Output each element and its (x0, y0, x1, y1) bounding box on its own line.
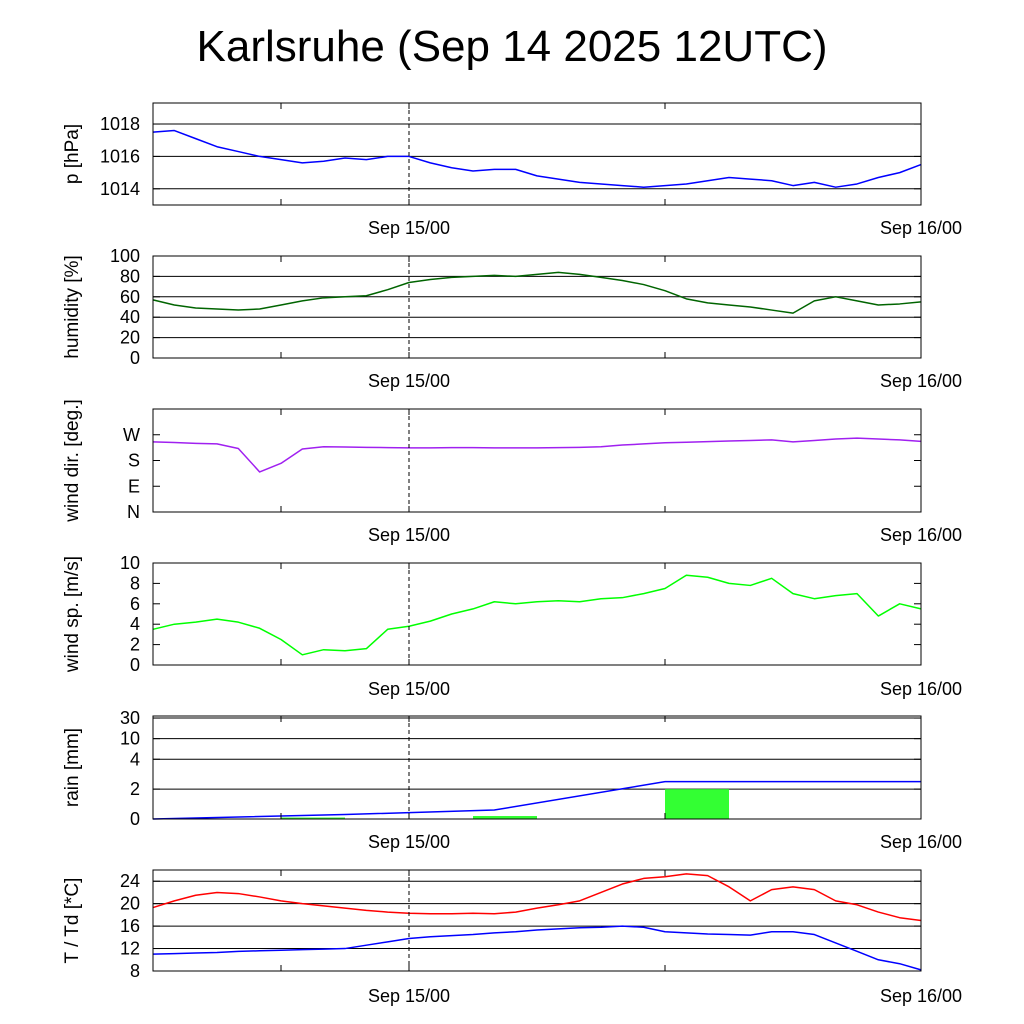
y-axis-label: wind dir. [deg.] (62, 399, 83, 523)
x-tick-label: Sep 16/00 (880, 986, 962, 1006)
panel-frame (152, 715, 922, 820)
y-tick-label: 20 (120, 328, 140, 348)
y-axis-label: wind sp. [m/s] (62, 556, 83, 673)
y-tick-label: 2 (130, 635, 140, 655)
rain-bar (665, 789, 729, 819)
panel-frame (152, 102, 922, 206)
pressure-line (152, 129, 922, 188)
rain-bar (473, 816, 537, 819)
y-tick-label: 8 (130, 961, 140, 981)
y-tick-label: 6 (130, 594, 140, 614)
wind_dir-line (152, 437, 922, 473)
x-tick-label: Sep 16/00 (880, 679, 962, 699)
y-axis-label: humidity [%] (62, 255, 83, 358)
x-tick-label: Sep 15/00 (368, 679, 450, 699)
panel-frame (152, 408, 922, 513)
panel-frame (152, 255, 922, 359)
y-tick-label: 10 (120, 553, 140, 573)
y-tick-label: 2 (130, 779, 140, 799)
y-axis-label: rain [mm] (62, 728, 83, 807)
wind_speed-line (152, 574, 922, 656)
page-title: Karlsruhe (Sep 14 2025 12UTC) (196, 22, 828, 71)
y-tick-label: 60 (120, 287, 140, 307)
x-tick-label: Sep 15/00 (368, 525, 450, 545)
rain-accumulated-line (152, 780, 921, 820)
y-tick-label: 1018 (100, 114, 140, 134)
y-tick-label: 20 (120, 894, 140, 914)
y-tick-label: 1014 (100, 179, 140, 199)
y-tick-label: 100 (110, 246, 140, 266)
y-tick-label: 1016 (100, 146, 140, 166)
y-tick-label: 12 (120, 939, 140, 959)
y-tick-label: 24 (120, 871, 140, 891)
y-tick-label: N (127, 502, 140, 522)
y-tick-label: 40 (120, 307, 140, 327)
x-tick-label: Sep 15/00 (368, 832, 450, 852)
y-axis-label: p [hPa] (62, 124, 83, 184)
x-tick-label: Sep 16/00 (880, 832, 962, 852)
y-tick-label: 4 (130, 749, 140, 769)
y-tick-label: 30 (120, 708, 140, 728)
x-tick-label: Sep 16/00 (880, 525, 962, 545)
y-tick-label: E (128, 476, 140, 496)
rain-bar (281, 817, 345, 819)
dewpoint-line (152, 925, 922, 971)
y-tick-label: S (128, 451, 140, 471)
y-tick-label: 0 (130, 655, 140, 675)
x-tick-label: Sep 15/00 (368, 986, 450, 1006)
y-tick-label: 80 (120, 266, 140, 286)
y-tick-label: 4 (130, 614, 140, 634)
y-tick-label: 8 (130, 573, 140, 593)
y-tick-label: W (123, 425, 140, 445)
x-tick-label: Sep 15/00 (368, 371, 450, 391)
panel-frame (152, 562, 922, 666)
y-axis-label: T / Td [*C] (62, 878, 83, 964)
x-tick-label: Sep 16/00 (880, 371, 962, 391)
temperature-line (152, 873, 922, 922)
y-tick-label: 0 (130, 348, 140, 368)
y-tick-label: 0 (130, 809, 140, 829)
y-tick-label: 10 (120, 729, 140, 749)
x-tick-label: Sep 16/00 (880, 218, 962, 238)
humidity-line (152, 271, 922, 314)
x-tick-label: Sep 15/00 (368, 218, 450, 238)
y-tick-label: 16 (120, 916, 140, 936)
panel-frame (152, 869, 922, 972)
